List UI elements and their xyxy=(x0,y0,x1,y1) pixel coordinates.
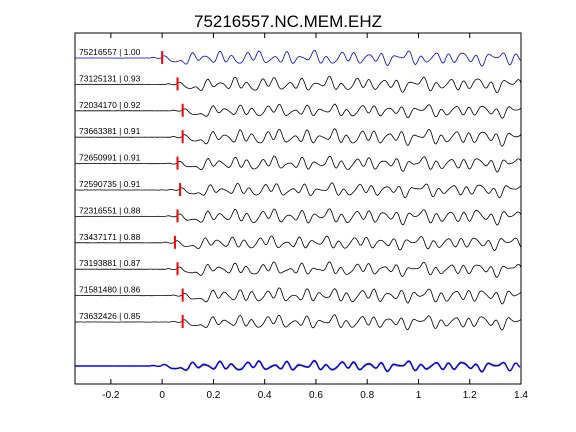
trace-label: 73125131 | 0.93 xyxy=(79,73,141,83)
trace-line xyxy=(75,155,522,173)
x-axis: -0.2 0 0.2 0.4 0.6 0.8 1 1.2 1.4 xyxy=(102,33,528,401)
x-tick-label: 0 xyxy=(159,390,165,401)
trace-labels-layer: 75216557 | 1.00 73125131 | 0.93 72034170 |… xyxy=(79,47,141,321)
trace-line xyxy=(75,208,522,226)
chart-title: 75216557.NC.MEM.EHZ xyxy=(194,12,382,31)
overlay-trace xyxy=(74,360,521,373)
x-tick-label: 0.8 xyxy=(360,390,374,401)
x-tick-label: 0.6 xyxy=(309,390,323,401)
x-tick-label: -0.2 xyxy=(102,390,120,401)
trace-line xyxy=(74,287,522,305)
plot-frame xyxy=(74,32,522,385)
x-tick-label: 0.4 xyxy=(258,390,272,401)
trace-label: 72034170 | 0.92 xyxy=(79,100,141,110)
trace-label: 73193881 | 0.87 xyxy=(79,258,141,268)
trace-line xyxy=(74,50,522,67)
trace-line xyxy=(75,182,522,199)
traces-layer xyxy=(74,50,522,331)
pick-markers-layer xyxy=(161,51,184,328)
overlay-stack-layer xyxy=(74,359,521,373)
trace-line xyxy=(74,235,522,252)
trace-line xyxy=(74,103,522,119)
trace-line xyxy=(74,261,522,278)
trace-line xyxy=(74,314,522,331)
x-tick-label: 1 xyxy=(416,390,422,401)
trace-label: 73437171 | 0.88 xyxy=(79,232,141,242)
trace-line xyxy=(75,75,522,94)
trace-label: 71581480 | 0.86 xyxy=(79,285,141,295)
trace-label: 75216557 | 1.00 xyxy=(79,47,141,57)
trace-label: 72650991 | 0.91 xyxy=(79,153,141,163)
x-tick-label: 1.4 xyxy=(514,390,528,401)
trace-line xyxy=(74,128,522,147)
x-tick-label: 1.2 xyxy=(463,390,477,401)
trace-label: 72316551 | 0.88 xyxy=(79,205,141,215)
trace-label: 72590735 | 0.91 xyxy=(79,179,141,189)
trace-label: 73663381 | 0.91 xyxy=(79,126,141,136)
trace-label: 73632426 | 0.85 xyxy=(79,311,141,321)
x-tick-label: 0.2 xyxy=(206,390,220,401)
